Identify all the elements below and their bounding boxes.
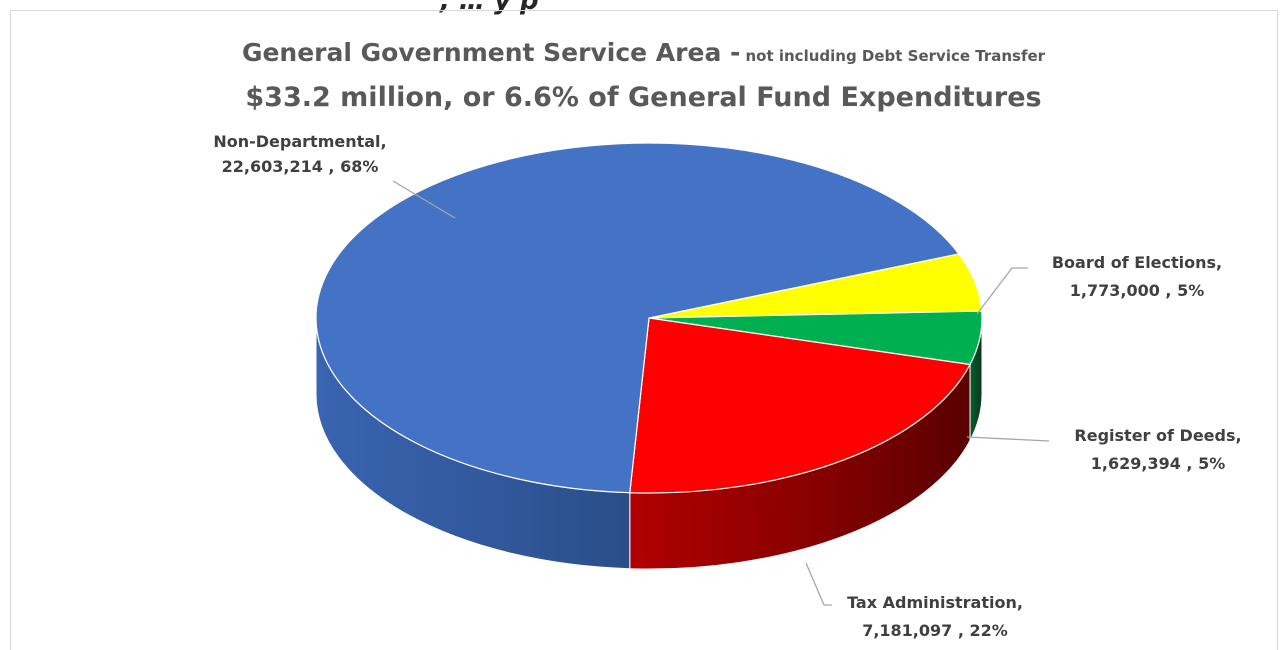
chart-title: General Government Service Area - not in… [0,38,1287,67]
label-non-departmental-value: 22,603,214 , 68% [222,157,379,176]
label-board-of-elections-name: Board of Elections, [1052,253,1222,272]
label-board-of-elections-value: 1,773,000 , 5% [1070,281,1204,300]
leader-line-non-departmental [392,180,456,219]
label-non-departmental-name: Non-Departmental, [213,132,386,151]
slice-tax-administration [629,317,971,494]
label-tax-administration-name: Tax Administration, [847,593,1023,612]
chart-title-main: General Government Service Area - [241,38,741,67]
label-register-of-deeds-value: 1,629,394 , 5% [1091,454,1225,473]
cropped-header-text: , … y p [440,0,539,16]
label-register-of-deeds-name: Register of Deeds, [1074,426,1241,445]
leader-line-tax-administration [805,562,832,606]
label-tax-administration-value: 7,181,097 , 22% [862,621,1008,640]
chart-frame [10,10,1278,650]
chart-subtitle: $33.2 million, or 6.6% of General Fund E… [245,82,1042,113]
chart-title-suffix: not including Debt Service Transfer [745,47,1046,65]
slice-non-departmental [315,142,960,494]
leader-line-board-of-elections [976,267,1028,315]
leader-line-register-of-deeds [966,436,1050,442]
